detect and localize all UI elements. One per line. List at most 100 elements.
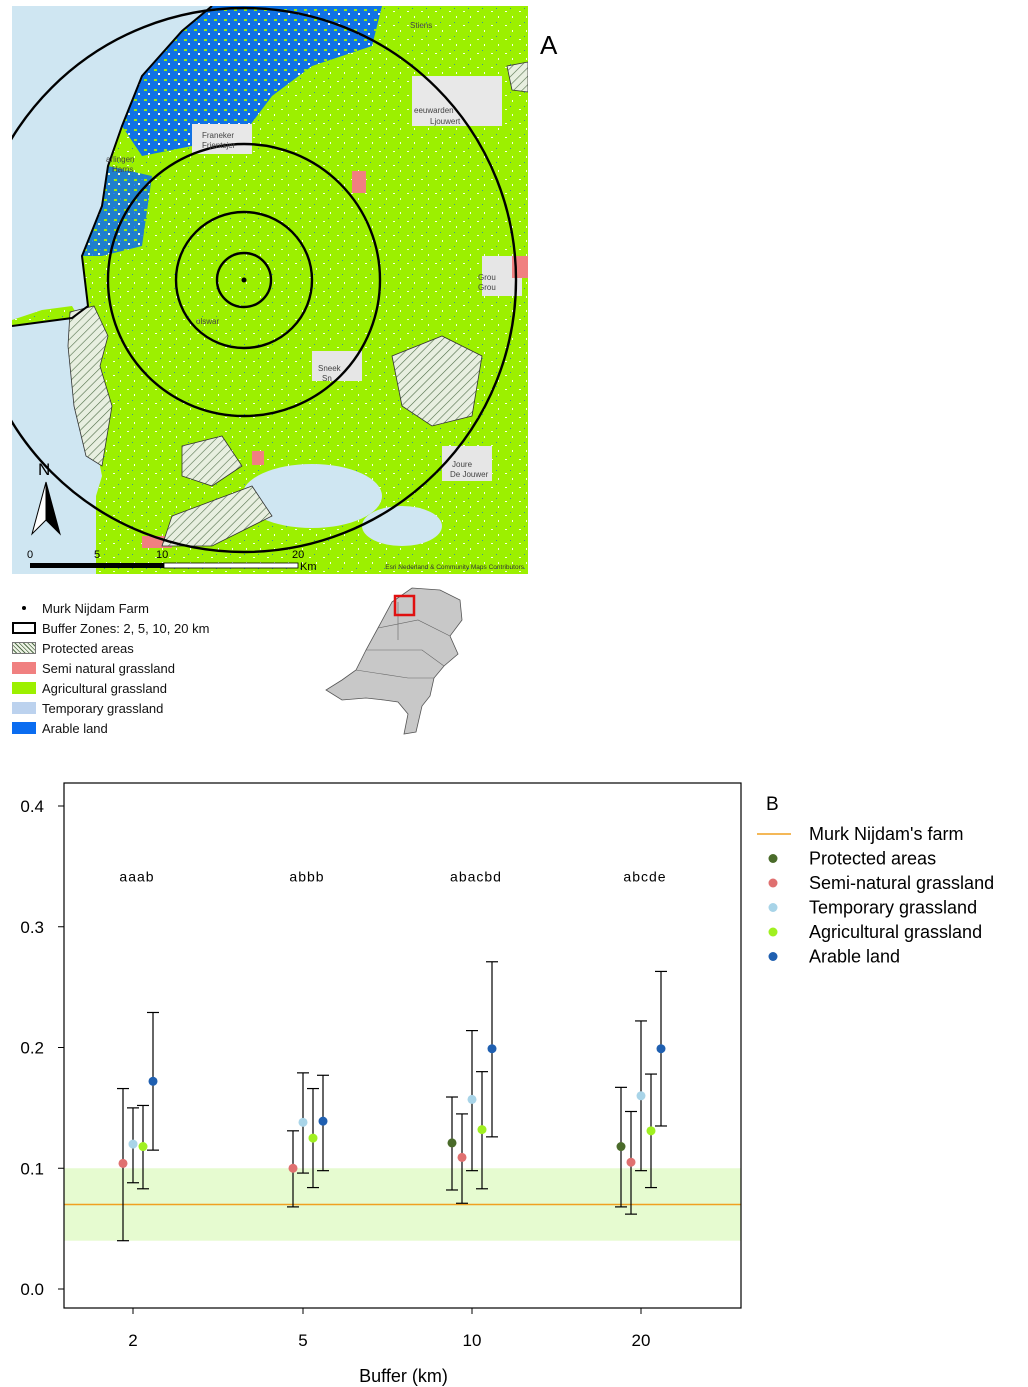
legend-point-swatch bbox=[768, 903, 778, 912]
legend-item-farm: Murk Nijdam Farm bbox=[12, 598, 209, 618]
coastline bbox=[12, 6, 213, 327]
map-canvas: Stiens eeuwarden Ljouwert Franeker Frjen… bbox=[12, 6, 528, 574]
north-label: N bbox=[38, 460, 50, 479]
place-sublabel: Harns bbox=[112, 165, 133, 174]
legend-item-buffer: Buffer Zones: 2, 5, 10, 20 km bbox=[12, 618, 209, 638]
lake bbox=[362, 506, 442, 546]
urban-leeuwarden bbox=[412, 76, 502, 126]
legend-label: Protected areas bbox=[42, 640, 134, 656]
legend-label: Semi-natural grassland bbox=[809, 873, 994, 893]
scale-tick: 0 bbox=[27, 549, 33, 561]
data-point bbox=[467, 1094, 477, 1104]
buffer-ring-20km bbox=[12, 6, 518, 554]
place-sublabel: De Jouwer bbox=[450, 470, 489, 479]
place-sublabel: Ljouwert bbox=[430, 117, 461, 126]
urban-joure bbox=[442, 446, 492, 481]
data-point bbox=[318, 1116, 328, 1126]
buffer-chart: 0.0 0.1 0.2 0.3 0.4 2 5 10 20 Buffer (km) aaab abbb… bbox=[20, 782, 994, 1386]
legend-item-arable: Arable land bbox=[12, 718, 209, 738]
data-point bbox=[298, 1117, 308, 1127]
arable-zone-nw bbox=[122, 6, 382, 156]
legend-label: Protected areas bbox=[809, 849, 936, 869]
legend-label: Temporary grassland bbox=[42, 700, 164, 716]
legend-label: Semi natural grassland bbox=[42, 660, 175, 676]
legend-item-temporary: Temporary grassland bbox=[12, 698, 209, 718]
protected-area bbox=[506, 61, 528, 93]
legend-label: Murk Nijdam Farm bbox=[42, 600, 149, 616]
x-tick-label: 20 bbox=[632, 1331, 651, 1350]
legend-label: Temporary grassland bbox=[809, 898, 977, 918]
scale-bar bbox=[163, 562, 299, 569]
data-point bbox=[477, 1125, 487, 1135]
plot-frame bbox=[63, 782, 742, 1309]
place-label: Joure bbox=[452, 460, 473, 469]
place-label: Franeker bbox=[202, 131, 234, 140]
place-label: Stiens bbox=[410, 21, 432, 30]
legend-item-protected: Protected areas bbox=[12, 638, 209, 658]
legend-swatch bbox=[12, 702, 36, 714]
place-label: Sneek bbox=[318, 364, 342, 373]
farm-point bbox=[241, 277, 247, 283]
legend-swatch bbox=[12, 662, 36, 674]
legend-point-swatch bbox=[768, 952, 778, 961]
significance-letters: aaab bbox=[119, 868, 154, 884]
legend-label: Agricultural grassland bbox=[809, 922, 982, 942]
place-label: Grou bbox=[478, 273, 496, 282]
protected-area bbox=[67, 305, 113, 467]
legend-point-swatch bbox=[768, 927, 778, 937]
data-point bbox=[308, 1133, 318, 1143]
x-tick-label: 2 bbox=[128, 1331, 137, 1350]
scale-tick: 5 bbox=[94, 549, 100, 561]
legend-swatch bbox=[12, 682, 36, 694]
data-point bbox=[646, 1126, 656, 1136]
x-tick-label: 10 bbox=[463, 1331, 482, 1350]
place-sublabel: Frjentsjer bbox=[202, 141, 236, 150]
legend-label: Murk Nijdam's farm bbox=[809, 824, 963, 844]
panel-b-label: B bbox=[766, 794, 779, 815]
semi-natural-patch bbox=[352, 171, 366, 193]
legend-label: Arable land bbox=[42, 720, 108, 736]
legend-point-swatch bbox=[768, 854, 778, 863]
data-point bbox=[626, 1157, 636, 1167]
y-tick-label: 0.0 bbox=[20, 1280, 44, 1299]
significance-letters: abcde bbox=[623, 868, 666, 884]
data-point bbox=[636, 1091, 646, 1101]
x-tick-label: 5 bbox=[298, 1331, 307, 1350]
place-label: olswar bbox=[196, 317, 219, 326]
map-legend: Murk Nijdam Farm Buffer Zones: 2, 5, 10,… bbox=[12, 598, 209, 738]
legend-item-semi-natural: Semi natural grassland bbox=[12, 658, 209, 678]
buffer-ring-2km bbox=[215, 251, 273, 309]
lake bbox=[242, 464, 382, 528]
legend-label: Agricultural grassland bbox=[42, 680, 168, 696]
buffer-zones bbox=[12, 6, 518, 554]
buffer-ring-10km bbox=[106, 142, 382, 418]
province-borders bbox=[355, 602, 451, 679]
y-tick-label: 0.2 bbox=[20, 1039, 44, 1058]
semi-natural-patch bbox=[252, 451, 264, 465]
scale-tick: 10 bbox=[156, 549, 168, 561]
significance-letters: abbb bbox=[289, 868, 324, 884]
scale-labels: 0 5 10 20 Km bbox=[27, 549, 317, 573]
panel-a-label: A bbox=[540, 30, 558, 60]
buffer-ring-5km bbox=[174, 210, 314, 350]
y-tick-label: 0.4 bbox=[20, 797, 44, 816]
legend-label: Buffer Zones: 2, 5, 10, 20 km bbox=[42, 620, 210, 636]
data-point bbox=[616, 1142, 626, 1152]
legend-label: Arable land bbox=[809, 947, 900, 967]
urban-franeker bbox=[192, 124, 252, 154]
data-point bbox=[487, 1044, 497, 1054]
place-label: eeuwarden bbox=[414, 106, 454, 115]
data-point bbox=[288, 1163, 298, 1173]
north-arrow-icon bbox=[45, 481, 61, 536]
study-area-marker bbox=[393, 594, 416, 617]
legend-point-swatch bbox=[768, 878, 778, 888]
y-tick-label: 0.3 bbox=[20, 918, 44, 937]
y-tick-label: 0.1 bbox=[20, 1159, 44, 1178]
arable-zone-w bbox=[82, 166, 152, 256]
protected-area bbox=[391, 335, 483, 427]
data-point bbox=[447, 1138, 457, 1148]
place-sublabel: Sn bbox=[322, 374, 332, 383]
data-point bbox=[118, 1158, 128, 1168]
scale-unit: Km bbox=[300, 561, 317, 573]
data-point bbox=[457, 1152, 467, 1162]
